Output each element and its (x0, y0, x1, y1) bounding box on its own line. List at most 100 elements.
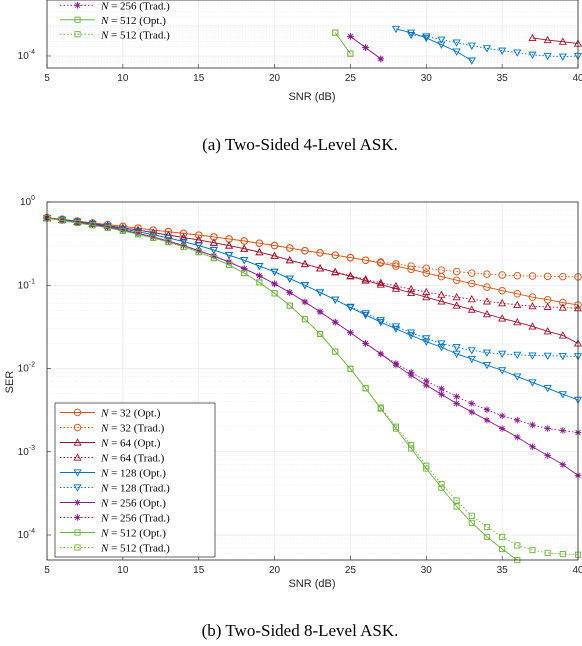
data-point (483, 533, 491, 540)
data-point (437, 41, 446, 49)
y-axis-label: SER (4, 371, 16, 394)
legend-label: N = 32 (Trad.) (100, 423, 165, 435)
legend-label: N = 256 (Opt.) (100, 498, 166, 510)
x-axis-label: SNR (dB) (288, 91, 335, 103)
data-point (452, 301, 461, 309)
data-point (499, 533, 506, 540)
data-point (422, 33, 431, 41)
data-point (240, 237, 248, 245)
legend-entry: N = 512 (Opt.) (60, 528, 166, 540)
data-point (285, 255, 294, 264)
data-point (347, 50, 354, 57)
data-point (376, 278, 385, 286)
x-tick-label: 40 (572, 73, 582, 84)
x-tick-label: 20 (269, 565, 281, 576)
y-ticks: 10-4 (18, 49, 51, 62)
legend-marker (74, 1, 81, 9)
data-point (452, 276, 461, 284)
data-point (407, 31, 416, 40)
data-point (513, 290, 522, 298)
data-point (256, 279, 263, 286)
data-point (89, 222, 96, 229)
data-point (179, 233, 188, 241)
y-tick-label: 10-1 (18, 278, 35, 291)
data-point (377, 55, 385, 63)
series-n-512-trad (332, 29, 354, 57)
x-ticks: 5 10 15 20 25 30 35 40 (44, 556, 582, 576)
data-point (256, 272, 263, 280)
legend: N = 32 (Opt.) N = 32 (Trad.) N = 64 (Opt.)… (54, 402, 216, 558)
data-point (179, 229, 188, 238)
data-point (467, 42, 476, 50)
data-point (437, 266, 446, 274)
data-point (316, 289, 325, 297)
data-point (544, 425, 551, 432)
data-point (194, 242, 203, 250)
data-point (559, 427, 567, 434)
series-n-128-trad (407, 31, 582, 61)
data-point (59, 217, 66, 224)
data-point (361, 311, 370, 320)
data-point (559, 551, 566, 558)
data-point (224, 252, 234, 260)
y-tick-label: 10-4 (18, 528, 35, 541)
legend-marker (74, 514, 81, 521)
data-point (255, 239, 264, 247)
data-point (149, 226, 157, 234)
data-point (362, 385, 369, 392)
legend-label: N = 64 (Trad.) (100, 453, 165, 465)
data-point (483, 270, 491, 278)
x-tick-label: 40 (572, 565, 582, 576)
data-point (255, 262, 264, 271)
y-ticks: 100 10-1 10-2 10-3 10-4 (18, 195, 51, 541)
data-point (271, 290, 278, 297)
data-point (437, 297, 446, 305)
x-tick-label: 35 (497, 565, 509, 576)
plot-frame (46, 0, 579, 69)
data-point (498, 271, 506, 279)
data-point (134, 231, 142, 238)
data-point (376, 317, 385, 325)
data-point (559, 461, 567, 468)
data-point (498, 412, 506, 420)
legend-entry: N = 256 (Opt.) (60, 498, 166, 510)
data-point (241, 270, 248, 277)
data-point (346, 271, 355, 279)
data-point (529, 443, 536, 451)
data-point (452, 267, 461, 276)
data-point (391, 323, 401, 331)
y-tick-label: 100 (20, 195, 35, 208)
data-point (467, 57, 476, 65)
legend-marker (73, 484, 82, 492)
data-point (317, 330, 324, 338)
data-point (255, 247, 264, 256)
data-point (422, 264, 431, 273)
legend-box (54, 402, 216, 558)
data-point (286, 302, 293, 309)
legend-entry: N = 256 (Trad.) (60, 513, 170, 525)
data-point (407, 288, 416, 296)
data-point (513, 49, 522, 57)
x-tick-label: 35 (497, 73, 509, 84)
data-point (514, 416, 521, 424)
data-point (498, 367, 507, 375)
data-point (483, 523, 491, 531)
data-point (482, 349, 492, 357)
chart-two-sided-8-level-ask: 5 10 15 20 25 30 35 40 100 10-1 10-2 10-3 10-4 SNR … (4, 195, 582, 590)
data-point (528, 379, 537, 387)
data-point (528, 272, 537, 280)
legend: N = 256 (Trad.) N = 512 (Opt.) N = 512 (Tr… (60, 0, 170, 41)
caption-b: (b) Two-Sided 8-Level ASK. (202, 621, 399, 640)
data-point (558, 331, 567, 339)
data-point (453, 400, 460, 407)
data-point (240, 244, 249, 252)
data-point (437, 344, 446, 352)
legend-label: N = 128 (Opt.) (100, 468, 166, 480)
data-point (331, 296, 340, 304)
legend-entry: N = 32 (Trad.) (60, 423, 165, 435)
data-point (179, 238, 188, 246)
data-point (164, 234, 173, 243)
data-point (452, 48, 461, 56)
y-tick-label: 10-2 (18, 362, 35, 375)
